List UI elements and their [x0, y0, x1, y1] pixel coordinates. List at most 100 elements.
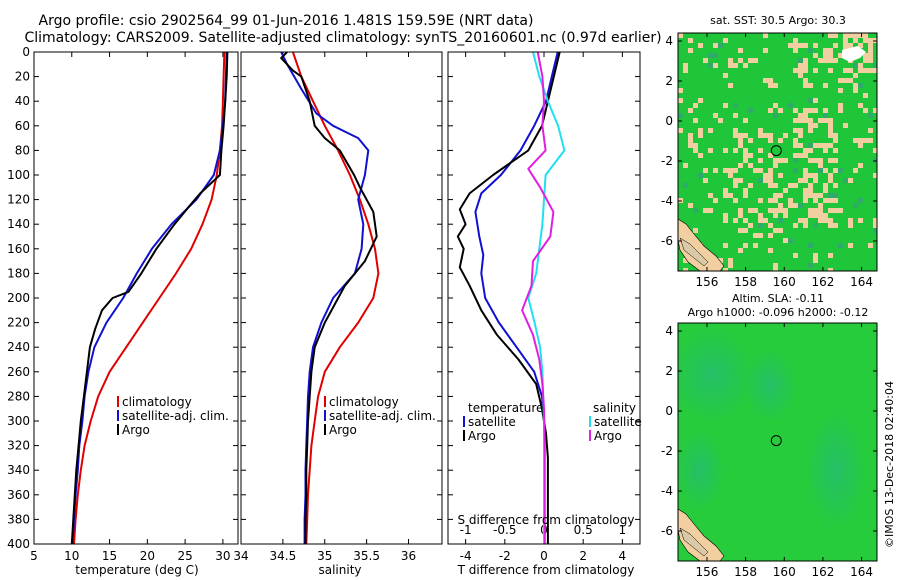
sst-cloud-cell	[803, 198, 808, 203]
sst_map-ytick-label: -4	[661, 194, 673, 208]
sst_map-ytick-label: 2	[665, 74, 673, 88]
temperature-plot-area	[34, 52, 238, 544]
temperature-ytick-label: 0	[22, 45, 30, 59]
difference-xtick-label: 4	[619, 549, 627, 563]
sst-cloud-cell	[803, 113, 808, 118]
sst-cloud-cell	[848, 218, 853, 223]
temperature-line-argo	[70, 52, 229, 544]
sst-cloud-cell	[723, 103, 728, 108]
sst-cloud-cell	[828, 208, 833, 213]
sst-cloud-cell	[833, 148, 838, 153]
temperature-xlabel: temperature (deg C)	[75, 563, 198, 577]
sst-cloud-cell	[768, 78, 773, 83]
difference-xlabel: T difference from climatology	[457, 563, 635, 577]
sst-cloud-cell	[733, 133, 738, 138]
sst-cloud-cell	[853, 83, 858, 88]
sst-cloud-cell	[783, 188, 788, 193]
difference-line-salinity-argo	[521, 52, 555, 544]
sst-cloud-cell	[843, 43, 848, 48]
sst-warm-cell	[733, 103, 738, 108]
sst-cloud-cell	[828, 118, 833, 123]
sst-cloud-cell	[773, 263, 778, 268]
sst-cloud-cell	[688, 203, 693, 208]
temperature-lines	[70, 52, 229, 544]
sst-cloud-cell	[793, 48, 798, 53]
sst-cloud-cell	[863, 68, 868, 73]
sst-cloud-cell	[733, 198, 738, 203]
sst-cloud-cell	[828, 268, 833, 271]
salinity-legend-label: satellite-adj. clim.	[329, 409, 436, 423]
difference-salinity-tick-label: -1	[460, 523, 472, 537]
sst-cloud-cell	[848, 223, 853, 228]
temperature-ytick-label: 360	[7, 488, 30, 502]
salinity-axis-ticks: 34 34.5 35 35.5 36	[233, 51, 442, 563]
sst-cloud-cell	[768, 178, 773, 183]
sst-cloud-cell	[708, 148, 713, 153]
temperature-ytick-label: 120	[7, 193, 30, 207]
sst-cloud-cell	[873, 68, 877, 73]
sst-cloud-cell	[688, 138, 693, 143]
sla-anomaly-blob-center	[744, 349, 796, 421]
sst-cloud-cell	[773, 158, 778, 163]
sst-cloud-cell	[708, 208, 713, 213]
sst-warm-cell	[858, 198, 863, 203]
sst-warm-cell	[748, 108, 753, 113]
sst-cloud-cell	[808, 193, 813, 198]
sst-cloud-cell	[833, 183, 838, 188]
sst-warm-cell	[758, 223, 763, 228]
sst-cloud-cell	[838, 103, 843, 108]
sst-cloud-cell	[868, 48, 873, 53]
sla_map-ytick-label: 2	[665, 364, 673, 378]
sst-cloud-cell	[783, 238, 788, 243]
sst-cloud-cell	[793, 183, 798, 188]
sst-cloud-cell	[833, 223, 838, 228]
sst-cloud-cell	[718, 258, 723, 263]
sst_map-xtick-label: 156	[696, 275, 719, 289]
sst-cloud-cell	[853, 168, 858, 173]
sst-cloud-cell	[873, 218, 877, 223]
salinity-panel: 34 34.5 35 35.5 36 climatologysatellite-adj.…	[233, 51, 443, 577]
sst-cloud-cell	[693, 118, 698, 123]
sst-cloud-cell	[768, 198, 773, 203]
sst-cloud-cell	[733, 128, 738, 133]
sst-cloud-cell	[768, 248, 773, 253]
sst-cloud-cell	[793, 153, 798, 158]
sst-cloud-cell	[738, 143, 743, 148]
sst-cloud-cell	[728, 193, 733, 198]
sst-cloud-cell	[703, 178, 708, 183]
sst-cloud-cell	[848, 33, 853, 38]
sst-warm-cell	[798, 203, 803, 208]
sst-cloud-cell	[728, 58, 733, 63]
sst-cloud-cell	[813, 158, 818, 163]
sst-cloud-cell	[743, 243, 748, 248]
temperature-ytick-label: 60	[15, 119, 30, 133]
difference-frame	[447, 51, 641, 545]
sst-cloud-cell	[793, 253, 798, 258]
sst-cloud-cell	[743, 188, 748, 193]
sla-map-image	[678, 323, 877, 561]
difference-panel: -4 -2 0 2 4-1 -0.5 0 0.5 1 temperaturesatelliteA…	[447, 51, 642, 577]
salinity-xtick-label: 34	[233, 549, 248, 563]
sst-cloud-cell	[763, 133, 768, 138]
sst-cloud-cell	[693, 103, 698, 108]
sst-cloud-cell	[813, 178, 818, 183]
sst-cloud-cell	[768, 153, 773, 158]
sst-warm-cell	[778, 218, 783, 223]
sst-cloud-cell	[813, 258, 818, 263]
temperature-panel: 5 10 15 20 25 3002040608010012014016018020022…	[7, 45, 239, 577]
sst-warm-cell	[833, 193, 838, 198]
sla_map-xtick-label: 164	[850, 565, 873, 579]
sst-cloud-cell	[818, 163, 823, 168]
sst-cloud-cell	[683, 268, 688, 271]
salinity-line-argo	[280, 52, 378, 544]
sst-cloud-cell	[773, 183, 778, 188]
sst-cloud-cell	[823, 198, 828, 203]
sst-cloud-cell	[808, 158, 813, 163]
sst-warm-cell	[873, 63, 877, 68]
sst-cloud-cell	[723, 168, 728, 173]
sst-cloud-cell	[743, 153, 748, 158]
sst-warm-cell	[838, 168, 843, 173]
sst-cloud-cell	[858, 218, 863, 223]
sst-cloud-cell	[723, 148, 728, 153]
sst-cloud-cell	[828, 198, 833, 203]
